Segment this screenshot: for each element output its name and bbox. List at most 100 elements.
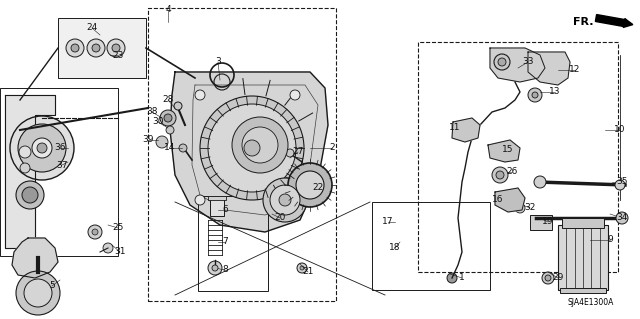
Text: 14: 14 [164,144,176,152]
Circle shape [244,140,260,156]
Text: 5: 5 [49,281,55,291]
Circle shape [297,263,307,273]
Circle shape [515,203,525,213]
Circle shape [208,261,222,275]
Circle shape [18,124,66,172]
Circle shape [10,116,74,180]
Polygon shape [170,72,328,232]
Circle shape [447,273,457,283]
Text: FR.: FR. [573,17,593,27]
Circle shape [16,271,60,315]
Text: 39: 39 [142,136,154,145]
Circle shape [232,117,288,173]
Polygon shape [452,118,480,142]
Text: 34: 34 [616,213,628,222]
Circle shape [545,275,551,281]
Circle shape [22,187,38,203]
Circle shape [160,110,176,126]
Text: 24: 24 [86,24,98,33]
Text: 1: 1 [459,273,465,283]
Circle shape [300,266,304,270]
Bar [58,18,146,78]
Bar [558,225,608,290]
Circle shape [615,180,625,190]
Text: 11: 11 [449,123,461,132]
Text: SJA4E1300A: SJA4E1300A [568,298,614,307]
Text: 30: 30 [152,117,164,127]
Text: 35: 35 [616,177,628,187]
Circle shape [92,229,98,235]
Polygon shape [5,95,55,248]
Circle shape [242,127,278,163]
Circle shape [492,167,508,183]
Circle shape [20,163,30,173]
Circle shape [166,126,174,134]
Text: 21: 21 [302,268,314,277]
Text: 17: 17 [382,218,394,226]
Text: 6: 6 [222,205,228,214]
Text: 15: 15 [502,145,514,154]
Circle shape [290,195,300,205]
Text: 27: 27 [292,147,304,157]
Polygon shape [528,52,570,85]
Circle shape [296,171,324,199]
Circle shape [534,176,546,188]
Circle shape [532,92,538,98]
Circle shape [179,144,187,152]
Circle shape [24,279,52,307]
Circle shape [286,149,294,157]
Bar [208,196,226,200]
Text: 37: 37 [56,160,68,169]
Circle shape [270,185,300,215]
Text: 31: 31 [115,248,125,256]
Circle shape [288,163,332,207]
Text: 32: 32 [524,204,536,212]
Text: 8: 8 [222,265,228,275]
Text: 33: 33 [522,57,534,66]
Circle shape [88,225,102,239]
Circle shape [16,181,44,209]
Circle shape [87,39,105,57]
Circle shape [195,90,205,100]
Text: 10: 10 [614,125,626,135]
Circle shape [156,136,168,148]
Bar [562,218,604,228]
Circle shape [494,54,510,70]
Circle shape [195,195,205,205]
Circle shape [616,212,628,224]
Polygon shape [488,140,520,162]
Text: 19: 19 [542,218,554,226]
Bar [198,196,268,291]
Circle shape [37,143,47,153]
Polygon shape [12,238,58,278]
Text: 38: 38 [147,108,157,116]
Circle shape [498,58,506,66]
Circle shape [103,243,113,253]
Circle shape [528,88,542,102]
Circle shape [212,265,218,271]
Text: 23: 23 [112,50,124,60]
Text: 2: 2 [329,144,335,152]
Text: 4: 4 [165,5,171,14]
Bar [560,288,606,293]
Circle shape [174,102,182,110]
FancyArrow shape [595,15,633,27]
Bar [530,215,552,230]
Bar [148,8,336,301]
Polygon shape [490,48,545,82]
Circle shape [32,138,52,158]
Text: 26: 26 [506,167,518,176]
Text: 22: 22 [312,183,324,192]
Text: 25: 25 [112,224,124,233]
Circle shape [19,146,31,158]
Bar [418,42,618,272]
Text: 3: 3 [215,57,221,66]
Text: 20: 20 [275,213,285,222]
Circle shape [290,90,300,100]
Circle shape [200,96,304,200]
Circle shape [542,272,554,284]
Text: 9: 9 [607,235,613,244]
Polygon shape [495,188,525,212]
Circle shape [208,104,296,192]
Circle shape [496,171,504,179]
